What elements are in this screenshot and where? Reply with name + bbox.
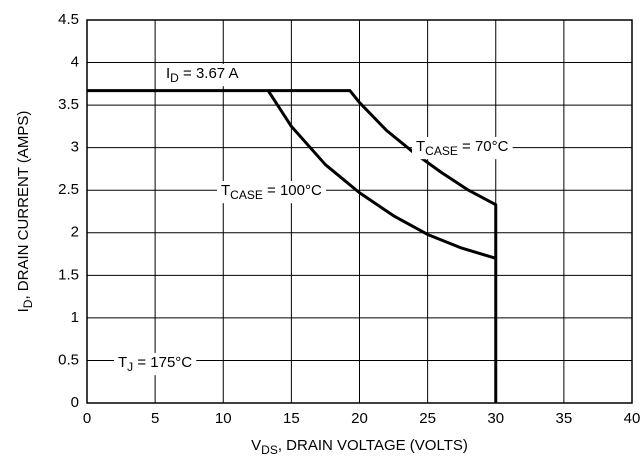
x-tick-label: 15: [283, 410, 300, 427]
annotation-rest: = 70°C: [458, 138, 509, 155]
plot-frame: [86, 19, 633, 404]
annotation-text: ID = 3.67 A: [166, 65, 238, 85]
annotation-bg: [114, 352, 197, 376]
x-axis-label-main: V: [251, 437, 261, 454]
y-tick-label: 2: [71, 224, 79, 241]
y-axis-label-sub: D: [21, 299, 35, 308]
annotation-rest: = 3.67 A: [179, 65, 239, 82]
x-tick-label: 35: [556, 410, 573, 427]
y-tick-label: 2.5: [58, 181, 79, 198]
x-axis-label-rest: , DRAIN VOLTAGE (VOLTS): [278, 437, 468, 454]
y-tick-label: 1: [71, 309, 79, 326]
annotation-main: T: [118, 354, 127, 371]
annotation-main: I: [166, 65, 170, 82]
annotation-rest: = 175°C: [133, 354, 192, 371]
x-tick-label: 0: [83, 410, 91, 427]
x-tick-label: 10: [215, 410, 232, 427]
annotation: TJ = 175°C: [114, 352, 197, 376]
y-axis-label-text: ID, DRAIN CURRENT (AMPS): [15, 111, 35, 313]
x-axis-label: VDS, DRAIN VOLTAGE (VOLTS): [251, 437, 468, 457]
y-axis-label-main: I: [15, 308, 32, 312]
annotation: TCASE = 70°C: [412, 136, 513, 160]
annotation-main: T: [221, 182, 230, 199]
y-axis-label-rest: , DRAIN CURRENT (AMPS): [15, 111, 32, 300]
y-tick-label: 3: [71, 139, 79, 156]
annotation: ID = 3.67 A: [162, 63, 243, 87]
annotation-text: TCASE = 70°C: [416, 138, 509, 158]
annotation-sub: D: [170, 71, 179, 85]
y-tick-label: 1.5: [58, 266, 79, 283]
y-tick-label: 0: [71, 394, 79, 411]
x-tick-label: 30: [487, 410, 504, 427]
y-tick-label: 0.5: [58, 351, 79, 368]
annotation-bg: [412, 136, 513, 160]
annotation-text: TJ = 175°C: [118, 354, 192, 374]
y-tick-label: 4.5: [58, 11, 79, 28]
y-tick-label: 3.5: [58, 96, 79, 113]
x-axis-label-text: VDS, DRAIN VOLTAGE (VOLTS): [251, 437, 468, 457]
annotation-main: T: [416, 138, 425, 155]
x-tick-label: 25: [419, 410, 436, 427]
annotation-sub: J: [127, 360, 133, 374]
y-axis-label: ID, DRAIN CURRENT (AMPS): [15, 111, 35, 313]
x-tick-label: 40: [624, 410, 641, 427]
annotation: TCASE = 100°C: [217, 180, 326, 204]
annotation-bg: [162, 63, 243, 87]
annotation-rest: = 100°C: [263, 182, 322, 199]
annotation-sub: CASE: [230, 188, 263, 202]
series-line: [266, 89, 497, 260]
annotation-sub: CASE: [425, 144, 458, 158]
x-tick-label: 5: [151, 410, 159, 427]
y-tick-label: 4: [71, 54, 79, 71]
annotation-bg: [217, 180, 326, 204]
x-tick-label: 20: [351, 410, 368, 427]
x-axis-label-sub: DS: [261, 443, 278, 457]
annotation-text: TCASE = 100°C: [221, 182, 322, 202]
